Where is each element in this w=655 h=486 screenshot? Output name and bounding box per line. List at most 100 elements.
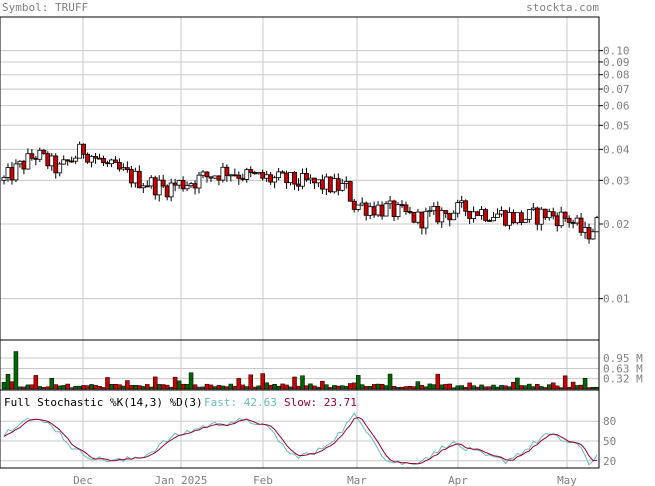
volume-bar-up <box>359 384 365 390</box>
volume-bar-up <box>228 383 234 390</box>
volume-bar-down <box>543 387 548 390</box>
volume-bar-down <box>487 386 492 390</box>
candle-up <box>220 166 226 181</box>
candle-up <box>188 183 194 187</box>
volume-bar-down <box>145 384 150 390</box>
candle-down <box>554 215 560 227</box>
volume-bar-up <box>184 384 190 390</box>
volume-bar-up <box>300 375 305 390</box>
volume-bar-up <box>308 383 313 390</box>
stochastic-fast-line <box>3 412 598 466</box>
candle-down <box>467 210 473 219</box>
candle-up <box>300 173 305 187</box>
candle-down <box>419 211 425 229</box>
candle-down <box>113 159 118 163</box>
candle-up <box>196 174 202 189</box>
volume-bar-down <box>125 380 130 390</box>
candle-up <box>594 217 600 233</box>
candle-down <box>304 173 309 181</box>
volume-bar-up <box>439 384 445 390</box>
volume-bar-down <box>336 385 341 390</box>
fast-value-label: Fast: 42.63 <box>204 396 277 409</box>
candle-down <box>503 210 508 226</box>
candle-up <box>499 210 504 215</box>
volume-bar-up <box>590 386 596 390</box>
candle-up <box>200 171 206 176</box>
candle-up <box>522 218 528 223</box>
volume-bar-up <box>176 380 182 390</box>
volume-bar-up <box>244 386 250 390</box>
volume-bar-up <box>272 383 277 390</box>
volume-bar-down <box>137 385 142 390</box>
stochastic-title: Full Stochastic %K(14,3) %D(3) <box>4 396 203 409</box>
candle-down <box>570 221 576 224</box>
volume-bar-up <box>507 386 512 390</box>
volume-bar-up <box>383 385 389 390</box>
volume-bar-up <box>431 384 437 390</box>
volume-tick-label: 0.63 M <box>603 362 643 375</box>
candle-up <box>1 176 7 181</box>
candle-up <box>256 172 262 175</box>
volume-bar-up <box>220 385 226 390</box>
volume-bar-up <box>558 387 564 390</box>
volume-bar-up <box>61 385 66 390</box>
volume-bar-up <box>17 386 23 390</box>
candle-down <box>172 182 178 186</box>
volume-bar-down <box>570 381 576 390</box>
candle-up <box>17 160 23 165</box>
volume-bar-up <box>156 384 162 390</box>
candle-up <box>176 180 182 186</box>
candle-down <box>435 206 441 223</box>
candle-up <box>367 206 373 216</box>
candle-down <box>124 167 130 170</box>
candle-down <box>391 200 397 217</box>
stochastic-tick-label: 80 <box>603 415 616 428</box>
price-tick-label: 0.08 <box>603 69 630 82</box>
volume-bar-up <box>196 386 202 390</box>
volume-bar-up <box>141 386 146 390</box>
volume-bar-up <box>1 381 7 390</box>
volume-bar-down <box>411 386 417 390</box>
volume-bar-down <box>45 386 51 390</box>
volume-bar-down <box>562 375 568 390</box>
volume-bar-down <box>351 382 357 390</box>
candle-up <box>132 170 138 184</box>
volume-bar-up <box>37 386 43 390</box>
candle-down <box>160 179 166 187</box>
candle-up <box>61 159 67 165</box>
volume-bar-down <box>172 376 178 390</box>
volume-bar-down <box>101 387 106 390</box>
candle-down <box>29 153 35 159</box>
price-tick-label: 0.09 <box>603 56 630 69</box>
volume-bar-up <box>527 383 532 390</box>
stochastic-slow-line <box>3 416 598 465</box>
volume-bar-down <box>164 384 170 390</box>
candle-down <box>379 204 385 217</box>
candle-up <box>359 202 365 206</box>
candle-up <box>395 204 401 217</box>
candle-down <box>550 211 556 217</box>
volume-bar-up <box>200 386 206 390</box>
candle-down <box>447 213 453 221</box>
candle-up <box>148 177 154 187</box>
candle-down <box>21 160 27 170</box>
symbol-label: Symbol: TRUFF <box>2 1 88 14</box>
volume-bar-up <box>133 384 138 390</box>
candle-down <box>399 204 405 206</box>
volume-bar-down <box>65 383 70 390</box>
candle-down <box>128 169 134 184</box>
volume-bar-down <box>320 380 325 390</box>
volume-bar-up <box>523 385 528 390</box>
slow-value-label: Slow: 23.71 <box>284 396 357 409</box>
x-tick-label: Feb <box>253 474 273 486</box>
candle-up <box>49 155 55 167</box>
candle-down <box>240 177 246 180</box>
candle-down <box>335 178 341 191</box>
volume-bar-up <box>455 385 460 390</box>
price-tick-label: 0.06 <box>603 100 630 113</box>
volume-bar-up <box>149 386 154 390</box>
candle-up <box>339 183 345 191</box>
candle-up <box>355 204 361 210</box>
volume-bar-up <box>276 386 281 390</box>
